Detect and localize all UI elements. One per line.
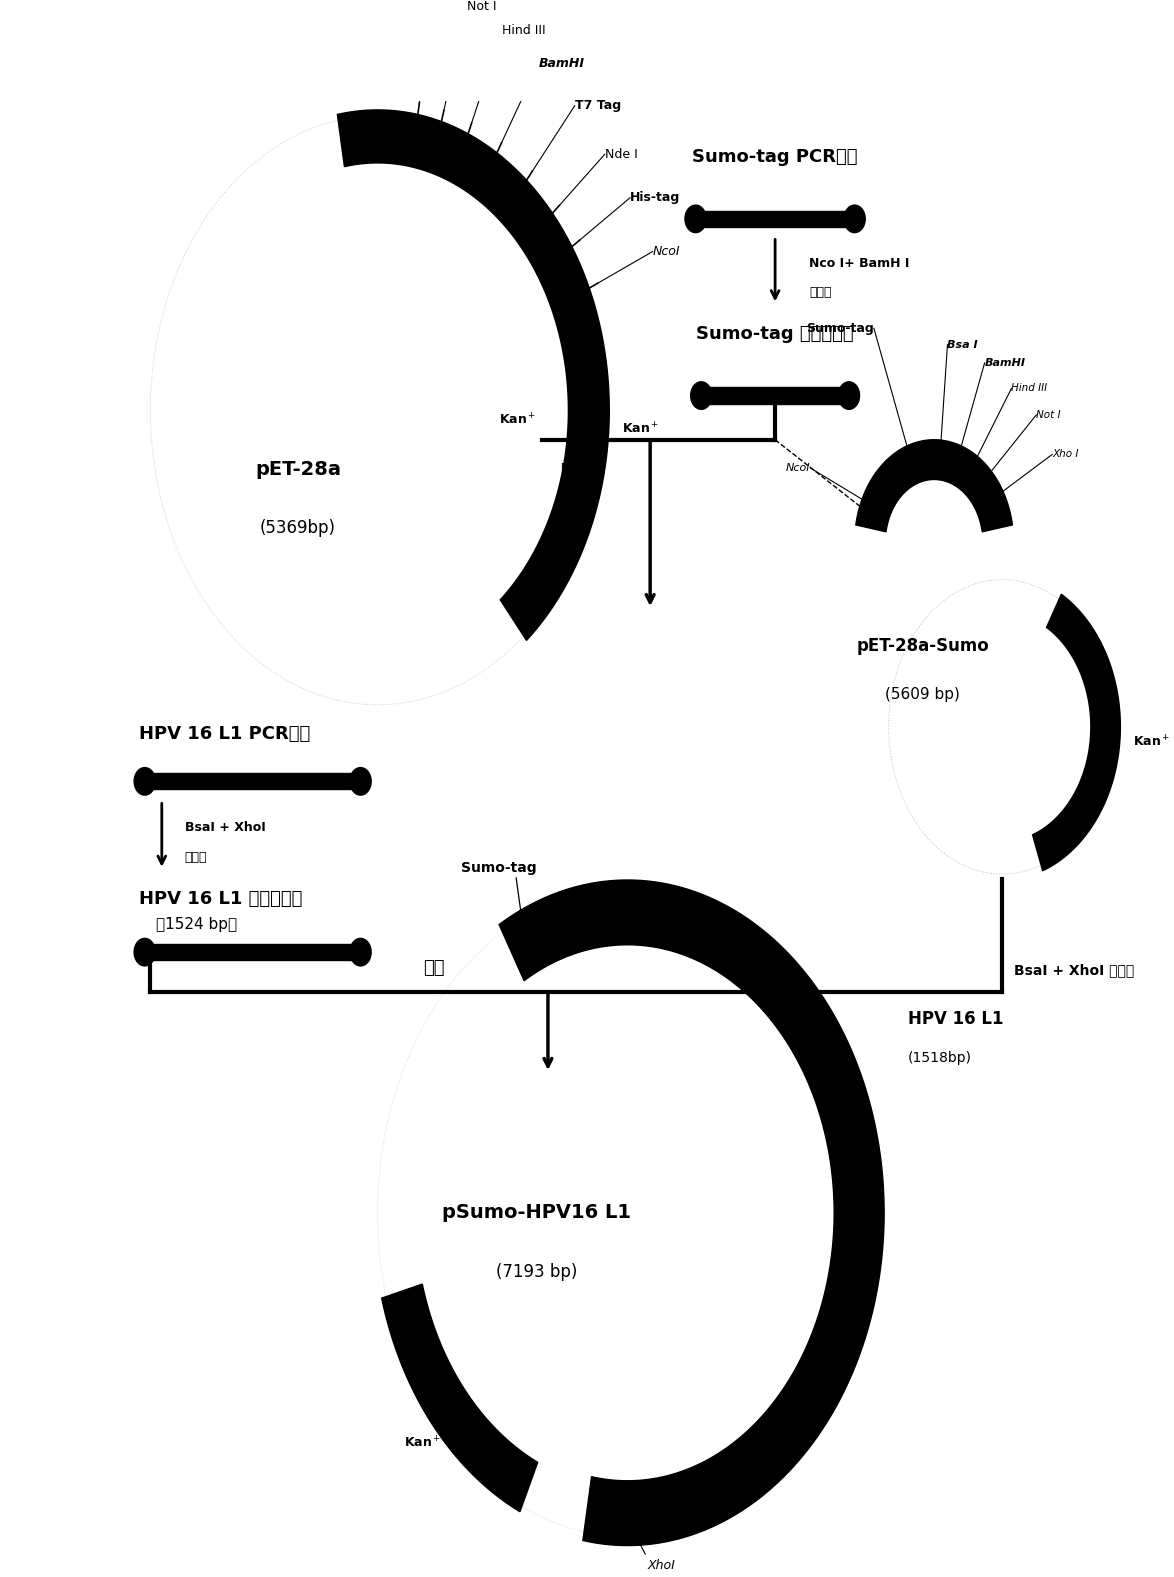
Text: 连接: 连接 [560,462,581,479]
Text: pET-28a-Sumo: pET-28a-Sumo [856,637,990,654]
Text: BamHI: BamHI [985,358,1026,367]
Text: BsaI + XhoI: BsaI + XhoI [184,822,265,834]
Bar [701,388,849,404]
Polygon shape [1033,595,1120,871]
Circle shape [134,938,155,967]
Text: 双酶切: 双酶切 [184,850,207,864]
Text: Sumo-tag 双酶切产物: Sumo-tag 双酶切产物 [696,325,853,342]
Polygon shape [856,440,1012,531]
Circle shape [844,205,865,233]
Text: HPV 16 L1 PCR产物: HPV 16 L1 PCR产物 [139,725,310,743]
Circle shape [690,382,711,410]
Text: BsaI + XhoI 双酒切: BsaI + XhoI 双酒切 [1013,964,1134,978]
Text: (1518bp): (1518bp) [908,1052,972,1064]
Text: 双酶切: 双酶切 [809,285,831,300]
Text: Nco I+ BamH I: Nco I+ BamH I [809,257,910,270]
Circle shape [134,768,155,795]
Polygon shape [337,110,609,640]
Bar [696,211,855,227]
Polygon shape [499,880,884,1545]
Text: HPV 16 L1 双酶切产物: HPV 16 L1 双酶切产物 [139,889,303,908]
Text: NcoI: NcoI [653,244,680,259]
Text: Not I: Not I [1037,410,1061,419]
Text: Sumo-tag PCR产物: Sumo-tag PCR产物 [693,148,858,166]
Text: HPV 16 L1: HPV 16 L1 [908,1011,1004,1028]
Circle shape [838,382,859,410]
Text: pSumo-HPV16 L1: pSumo-HPV16 L1 [443,1203,632,1222]
Text: Hind III: Hind III [501,24,546,38]
Text: Not I: Not I [467,0,497,13]
Circle shape [350,938,371,967]
Text: Xho I: Xho I [1052,449,1079,459]
Text: Kan$^+$: Kan$^+$ [1133,733,1170,749]
Text: Hind III: Hind III [1012,383,1047,393]
Text: Nde I: Nde I [605,148,637,161]
Polygon shape [382,1284,538,1512]
Text: His-tag: His-tag [630,191,680,205]
Text: NcoI: NcoI [787,464,810,473]
Text: （1524 bp）: （1524 bp） [156,916,237,932]
Text: Sumo-tag: Sumo-tag [807,322,873,334]
Text: (7193 bp): (7193 bp) [495,1263,578,1281]
Bar [144,773,360,790]
Circle shape [684,205,707,233]
Text: pET-28a: pET-28a [255,459,342,479]
Circle shape [350,768,371,795]
Text: Bsa I: Bsa I [947,339,978,350]
Bar [144,945,360,960]
Text: (5609 bp): (5609 bp) [885,688,960,702]
Text: BamHI: BamHI [539,57,585,69]
Text: (5369bp): (5369bp) [261,519,336,538]
Text: Kan$^+$: Kan$^+$ [622,421,659,437]
Text: 连接: 连接 [424,959,445,978]
Text: Sumo-tag: Sumo-tag [461,861,537,875]
Text: Kan$^+$: Kan$^+$ [404,1435,441,1451]
Text: T7 Tag: T7 Tag [575,99,621,112]
Text: Kan$^+$: Kan$^+$ [499,413,537,427]
Text: XhoI: XhoI [648,1558,675,1572]
